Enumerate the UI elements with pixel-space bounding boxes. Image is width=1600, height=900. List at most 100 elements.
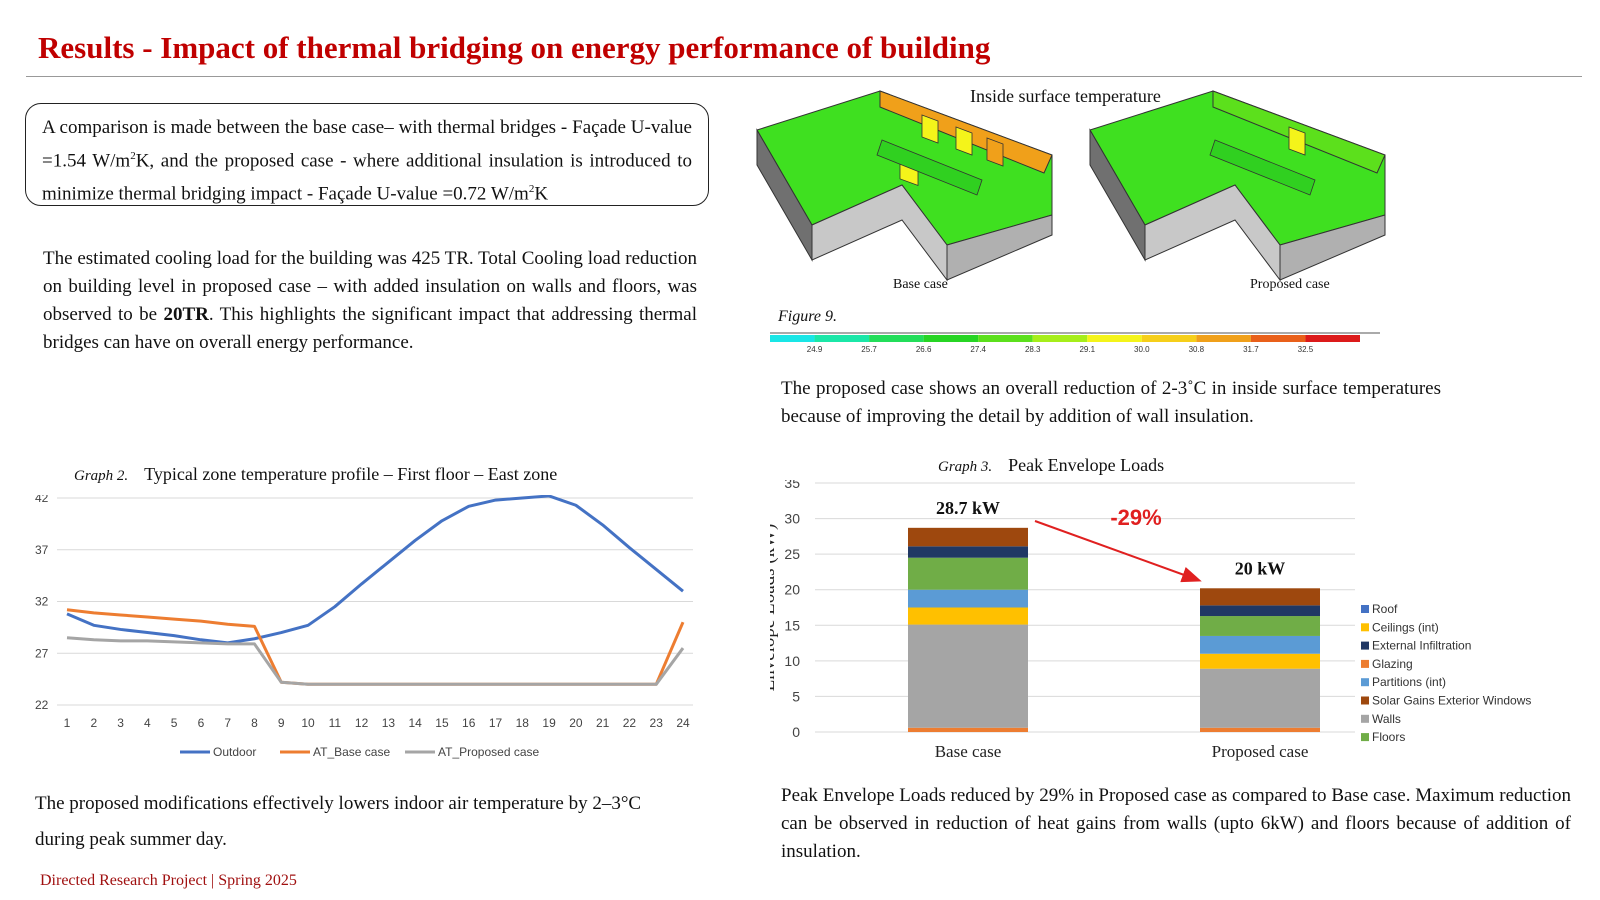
y-tick-label: 32 (35, 595, 49, 609)
scale-swatch (1305, 335, 1360, 342)
superscript-2b: 2 (528, 183, 535, 196)
x-tick-label: 12 (355, 716, 369, 730)
y-tick-label: 25 (784, 546, 800, 562)
scale-swatch (1087, 335, 1142, 342)
graph3-title: Peak Envelope Loads (1008, 455, 1165, 475)
series-line (66, 608, 685, 686)
legend-label: Solar Gains Exterior Windows (1372, 694, 1531, 708)
bar-segment (1200, 727, 1320, 732)
legend-label: AT_Base case (313, 745, 390, 759)
proposed-case-building (1089, 90, 1386, 282)
comparison-text-a: A comparison is made between the base ca… (42, 117, 692, 172)
bar-segment (908, 546, 1028, 558)
scale-swatch (1032, 335, 1088, 342)
legend-label: Roof (1372, 602, 1398, 616)
scale-swatch (814, 335, 870, 342)
graph2-label: Graph 2. (74, 468, 129, 484)
y-tick-label: 37 (35, 543, 49, 557)
title-divider (26, 76, 1582, 77)
bar-segment (908, 607, 1028, 625)
x-tick-label: 13 (382, 716, 396, 730)
x-tick-label: 4 (144, 716, 151, 730)
legend-swatch (1361, 678, 1369, 687)
x-tick-label: 11 (329, 716, 342, 730)
x-tick-label: 16 (462, 716, 476, 730)
cooling-load-paragraph: The estimated cooling load for the build… (43, 245, 697, 357)
bar-segment (1200, 588, 1320, 606)
y-tick-label: 27 (35, 646, 49, 660)
base-case-label: Base case (893, 277, 948, 292)
surface-temperature-paragraph: The proposed case shows an overall reduc… (781, 378, 1441, 427)
page-title: Results - Impact of thermal bridging on … (38, 30, 991, 65)
scale-tick-label: 29.1 (1079, 345, 1095, 354)
legend-swatch (1361, 623, 1369, 632)
y-tick-label: 5 (792, 688, 800, 704)
legend-label: Outdoor (213, 745, 256, 759)
legend-swatch (1361, 659, 1369, 668)
building-renders (756, 90, 1386, 282)
y-tick-label: 15 (784, 617, 800, 633)
x-tick-label: 7 (224, 716, 231, 730)
figure-caption: Figure 9. (778, 308, 837, 325)
x-tick-label: 9 (278, 716, 285, 730)
legend-label: Glazing (1372, 657, 1413, 671)
x-tick-label: 22 (623, 716, 637, 730)
scale-swatch (923, 335, 979, 342)
x-tick-label: 10 (301, 716, 315, 730)
cooling-text-bold: 20TR (163, 304, 209, 325)
x-tick-label: 14 (408, 716, 422, 730)
legend-swatch (1361, 696, 1369, 705)
y-tick-label: 42 (35, 495, 49, 505)
bar-segment (1200, 668, 1320, 728)
bar-segment (1200, 605, 1320, 617)
scale-tick-label: 25.7 (861, 345, 877, 354)
y-tick-label: 20 (784, 582, 800, 598)
scale-tick-label: 27.4 (970, 345, 986, 354)
proposed-case-label: Proposed case (1250, 277, 1330, 292)
legend-swatch (1361, 714, 1369, 723)
legend-label: Floors (1372, 730, 1405, 744)
scale-tick-label: 28.3 (1025, 345, 1041, 354)
y-tick-label: 22 (35, 698, 49, 712)
scale-swatch (1196, 335, 1251, 342)
y-tick-label: 10 (784, 653, 800, 669)
x-tick-label: 21 (596, 716, 610, 730)
series-line (66, 636, 685, 686)
legend-label: Ceilings (int) (1372, 620, 1439, 634)
scale-swatch (869, 335, 924, 342)
scale-swatch (1250, 335, 1306, 342)
scale-tick-label: 26.6 (916, 345, 932, 354)
scale-tick-label: 32.5 (1298, 345, 1314, 354)
scale-swatch (978, 335, 1033, 342)
x-category-label: Base case (935, 742, 1002, 761)
graph3-caption: Graph 3. Peak Envelope Loads (938, 455, 1164, 476)
graph2-title: Typical zone temperature profile – First… (144, 464, 558, 484)
bar-segment (1200, 616, 1320, 636)
peak-envelope-loads-chart: 0 5 10 15 20 25 30 35 Envelope Loads (kW) Base ca… (770, 480, 1531, 761)
left-conclusion: The proposed modifications effectively l… (35, 793, 642, 850)
scale-tick-label: 30.0 (1134, 345, 1150, 354)
surface-figure-title: Inside surface temperature (970, 86, 1161, 106)
x-tick-label: 2 (90, 716, 97, 730)
x-tick-label: 24 (676, 716, 690, 730)
bar-segment (1200, 653, 1320, 669)
bar-segment (908, 557, 1028, 590)
x-tick-label: 15 (435, 716, 449, 730)
x-tick-label: 6 (198, 716, 205, 730)
scale-swatch (1141, 335, 1197, 342)
bar-total-label: 28.7 kW (936, 498, 1000, 518)
superscript-2a: 2 (130, 150, 136, 162)
legend-label: Partitions (int) (1372, 675, 1446, 689)
legend-label: External Infiltration (1372, 639, 1471, 653)
legend-swatch (1361, 733, 1369, 742)
base-case-building (756, 90, 1053, 282)
y-tick-label: 35 (784, 480, 800, 491)
scale-tick-label: 30.8 (1189, 345, 1205, 354)
legend-label: Walls (1372, 712, 1401, 726)
comparison-text-c: K (534, 183, 549, 205)
x-tick-label: 20 (569, 716, 583, 730)
legend-swatch (1361, 605, 1369, 613)
y-tick-label: 30 (784, 511, 800, 527)
series-line (66, 495, 684, 645)
